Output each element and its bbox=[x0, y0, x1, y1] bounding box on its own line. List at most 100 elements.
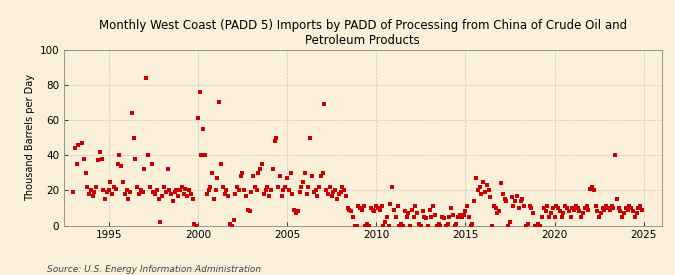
Point bbox=[589, 188, 599, 192]
Point bbox=[207, 170, 217, 175]
Point bbox=[501, 199, 512, 203]
Point bbox=[306, 174, 317, 178]
Point bbox=[335, 190, 346, 194]
Point bbox=[544, 214, 555, 219]
Point bbox=[198, 126, 209, 131]
Point bbox=[533, 222, 544, 226]
Point bbox=[223, 193, 234, 198]
Point bbox=[180, 186, 191, 191]
Point bbox=[433, 222, 444, 226]
Point bbox=[78, 156, 89, 161]
Point bbox=[300, 170, 310, 175]
Point bbox=[392, 204, 403, 208]
Point bbox=[228, 218, 239, 222]
Point bbox=[487, 223, 497, 228]
Point bbox=[535, 223, 545, 228]
Point bbox=[373, 206, 383, 210]
Point bbox=[460, 209, 470, 214]
Point bbox=[276, 193, 287, 198]
Point bbox=[150, 192, 161, 196]
Point bbox=[221, 188, 232, 192]
Point bbox=[95, 149, 105, 154]
Point bbox=[157, 193, 167, 198]
Point bbox=[508, 204, 519, 208]
Point bbox=[240, 193, 251, 198]
Point bbox=[348, 214, 358, 219]
Point bbox=[624, 204, 634, 208]
Point bbox=[232, 185, 242, 189]
Point bbox=[371, 204, 381, 208]
Point bbox=[629, 214, 640, 219]
Point bbox=[637, 207, 647, 212]
Point bbox=[504, 220, 515, 224]
Point bbox=[200, 153, 211, 157]
Point bbox=[547, 206, 558, 210]
Point bbox=[121, 188, 132, 192]
Point bbox=[419, 214, 430, 219]
Point bbox=[269, 139, 280, 143]
Point bbox=[410, 204, 421, 208]
Point bbox=[123, 197, 134, 201]
Point bbox=[549, 214, 560, 219]
Point bbox=[406, 207, 417, 212]
Point bbox=[429, 213, 440, 217]
Point bbox=[469, 199, 480, 203]
Point bbox=[401, 214, 412, 219]
Point bbox=[242, 207, 253, 212]
Point bbox=[476, 192, 487, 196]
Point bbox=[173, 193, 184, 198]
Point bbox=[633, 206, 644, 210]
Point bbox=[423, 223, 433, 228]
Point bbox=[141, 75, 152, 80]
Point bbox=[542, 204, 553, 208]
Point bbox=[626, 206, 637, 210]
Point bbox=[178, 192, 189, 196]
Point bbox=[590, 204, 601, 208]
Point bbox=[144, 185, 155, 189]
Point bbox=[246, 190, 256, 194]
Point bbox=[619, 211, 630, 215]
Point bbox=[84, 192, 95, 196]
Point bbox=[205, 185, 216, 189]
Point bbox=[151, 188, 162, 192]
Point bbox=[68, 190, 78, 194]
Point bbox=[265, 188, 276, 192]
Point bbox=[426, 214, 437, 219]
Point bbox=[100, 197, 111, 201]
Point bbox=[214, 100, 225, 104]
Point bbox=[70, 146, 80, 150]
Point bbox=[365, 206, 376, 210]
Point bbox=[96, 156, 107, 161]
Point bbox=[601, 204, 612, 208]
Point bbox=[330, 188, 341, 192]
Point bbox=[453, 214, 464, 219]
Title: Monthly West Coast (PADD 5) Imports by PADD of Processing from China of Crude Oi: Monthly West Coast (PADD 5) Imports by P… bbox=[99, 19, 627, 47]
Point bbox=[389, 207, 400, 212]
Point bbox=[251, 188, 262, 192]
Point bbox=[478, 179, 489, 184]
Point bbox=[215, 162, 226, 166]
Point bbox=[592, 209, 603, 214]
Point bbox=[451, 222, 462, 226]
Point bbox=[278, 188, 289, 192]
Point bbox=[107, 192, 117, 196]
Point bbox=[289, 207, 300, 212]
Point bbox=[212, 176, 223, 180]
Point bbox=[524, 204, 535, 208]
Point bbox=[390, 214, 401, 219]
Point bbox=[344, 207, 355, 212]
Point bbox=[209, 197, 219, 201]
Point bbox=[483, 188, 494, 192]
Point bbox=[576, 214, 587, 219]
Point bbox=[479, 190, 490, 194]
Point bbox=[80, 170, 91, 175]
Point bbox=[286, 170, 296, 175]
Point bbox=[428, 204, 439, 208]
Point bbox=[294, 190, 305, 194]
Point bbox=[290, 211, 301, 215]
Point bbox=[622, 207, 633, 212]
Point bbox=[528, 211, 539, 215]
Point bbox=[203, 188, 214, 192]
Point bbox=[470, 176, 481, 180]
Point bbox=[281, 176, 292, 180]
